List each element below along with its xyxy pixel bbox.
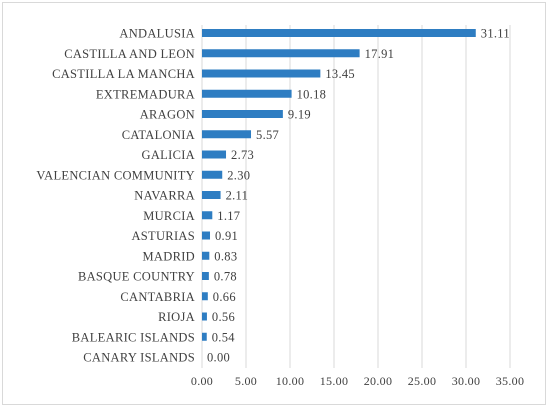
category-label: MURCIA <box>143 209 195 223</box>
x-tick-label: 10.00 <box>276 374 305 388</box>
category-label: MADRID <box>143 249 196 263</box>
category-label: ARAGON <box>140 108 195 122</box>
bar <box>202 332 207 341</box>
value-label: 0.56 <box>212 310 235 324</box>
value-label: 0.66 <box>213 290 236 304</box>
category-label: GALICIA <box>142 148 195 162</box>
value-label: 0.83 <box>214 249 237 263</box>
category-label: VALENCIAN COMMUNITY <box>36 168 195 182</box>
category-label: CATALONIA <box>122 128 195 142</box>
bar <box>202 89 292 98</box>
bars <box>202 29 476 341</box>
x-tick-label: 25.00 <box>408 374 437 388</box>
bar <box>202 49 360 58</box>
bar <box>202 110 283 118</box>
value-label: 9.19 <box>288 108 311 122</box>
bar <box>202 312 207 321</box>
category-label: CANARY ISLANDS <box>83 351 195 365</box>
x-tick-label: 20.00 <box>364 374 393 388</box>
value-label: 17.91 <box>365 47 395 61</box>
category-label: CASTILLA AND LEON <box>64 47 195 61</box>
bar <box>202 211 213 220</box>
bar <box>202 170 223 179</box>
value-label: 0.78 <box>214 270 237 284</box>
bar <box>202 191 221 199</box>
category-label: CASTILLA LA MANCHA <box>52 67 195 81</box>
bar <box>202 272 209 280</box>
category-label: BALEARIC ISLANDS <box>72 330 195 344</box>
value-label: 2.30 <box>227 168 250 182</box>
bar <box>202 29 476 37</box>
category-label: EXTREMADURA <box>96 87 195 101</box>
value-label: 2.11 <box>226 189 249 203</box>
chart-frame: ANDALUSIA CASTILLA AND LEON CASTILLA LA MA… <box>2 2 546 405</box>
category-labels: ANDALUSIA CASTILLA AND LEON CASTILLA LA MA… <box>36 27 196 365</box>
x-tick-label: 5.00 <box>235 374 257 388</box>
value-labels: 31.11 17.91 13.45 10.18 9.19 5.572.73 2.30 2.11… <box>207 27 510 365</box>
value-label: 0.00 <box>207 351 230 365</box>
category-label: NAVARRA <box>134 189 195 203</box>
category-label: BASQUE COUNTRY <box>78 270 195 284</box>
category-label: RIOJA <box>158 310 195 324</box>
bar <box>202 251 210 260</box>
gridlines <box>201 25 511 368</box>
bar <box>202 130 252 139</box>
bar <box>202 292 208 301</box>
bar <box>202 69 321 78</box>
bar-chart: ANDALUSIA CASTILLA AND LEON CASTILLA LA MA… <box>36 25 524 388</box>
value-label: 2.73 <box>231 148 254 162</box>
x-axis-ticks: 0.00 5.00 10.00 15.00 20.00 25.00 30.00 35.00 <box>191 374 524 388</box>
bar <box>202 231 211 240</box>
value-label: 5.57 <box>256 128 279 142</box>
category-label: ANDALUSIA <box>119 27 195 41</box>
x-tick-label: 0.00 <box>191 374 213 388</box>
value-label: 1.17 <box>217 209 240 223</box>
x-tick-label: 15.00 <box>320 374 349 388</box>
value-label: 31.11 <box>481 27 510 41</box>
value-label: 0.91 <box>215 229 238 243</box>
x-tick-label: 30.00 <box>452 374 481 388</box>
value-label: 13.45 <box>325 67 355 81</box>
value-label: 0.54 <box>212 330 236 344</box>
category-label: CANTABRIA <box>120 290 195 304</box>
x-tick-label: 35.00 <box>496 374 525 388</box>
value-label: 10.18 <box>297 87 327 101</box>
bar <box>202 150 227 159</box>
category-label: ASTURIAS <box>131 229 195 243</box>
